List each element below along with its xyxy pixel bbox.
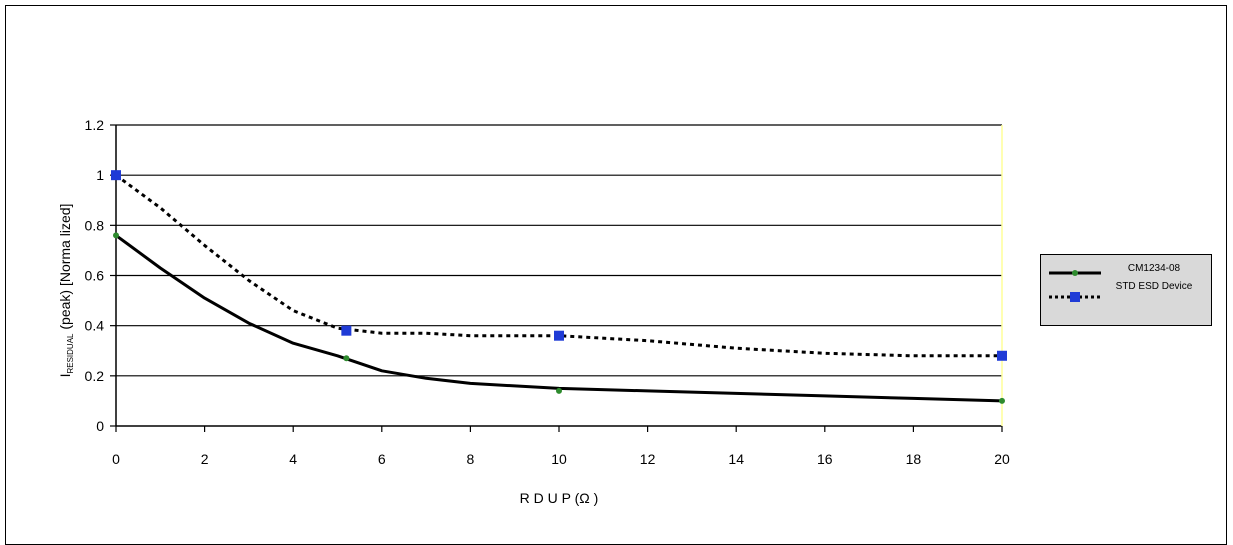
- data-point: [113, 232, 119, 239]
- data-point: [554, 330, 564, 341]
- x-tick-label: 10: [551, 451, 567, 467]
- legend-marker-blue: [1070, 292, 1080, 302]
- legend-label: STD ESD Device: [1115, 281, 1193, 292]
- legend: CM1234-08 STD ESD Device: [1040, 254, 1212, 326]
- y-tick-label: 0.6: [85, 268, 105, 284]
- data-point: [341, 325, 352, 336]
- data-point: [997, 350, 1007, 361]
- y-axis-title-main: I: [57, 374, 73, 378]
- y-tick-label: 0.2: [85, 368, 105, 384]
- legend-item-cm1234-08: CM1234-08: [1041, 261, 1213, 291]
- x-tick-label: 4: [289, 451, 297, 467]
- data-point: [999, 397, 1005, 404]
- x-tick-label: 16: [817, 451, 833, 467]
- y-tick-label: 1: [96, 167, 104, 183]
- y-tick-label: 1.2: [85, 117, 105, 133]
- series-layer: [111, 170, 1007, 404]
- x-tick-label: 18: [906, 451, 922, 467]
- x-tick-label: 2: [201, 451, 209, 467]
- y-tick-label: 0: [96, 418, 104, 434]
- gridlines: [116, 124, 1002, 377]
- series-line: [115, 234, 1003, 403]
- legend-swatch-solid: [1049, 270, 1101, 276]
- series-line: [115, 173, 1002, 358]
- data-point: [111, 170, 121, 181]
- legend-label: CM1234-08: [1127, 263, 1181, 274]
- y-axis-title-rest: (peak) [Norma lized]: [57, 204, 73, 334]
- tick-labels: 0 0.2 0.4 0.6 0.8 1 1.2 0 2 4 6 8 10 12 14 16 18 20: [85, 117, 1010, 467]
- legend-marker-green: [1072, 270, 1078, 276]
- y-axis-title-subscript: RESIDUAL: [66, 333, 75, 374]
- x-axis-title: R D U P (Ω ): [520, 490, 599, 506]
- y-tick-label: 0.4: [85, 318, 105, 334]
- x-tick-label: 0: [112, 451, 120, 467]
- x-tick-label: 8: [467, 451, 475, 467]
- legend-swatch-dotted: [1049, 292, 1101, 302]
- data-point: [556, 387, 562, 394]
- y-tick-label: 0.8: [85, 217, 105, 233]
- legend-item-std-esd-device: STD ESD Device: [1041, 281, 1213, 315]
- line-chart: 0 0.2 0.4 0.6 0.8 1 1.2 0 2 4 6 8 10 12 14 16 18 20 R D U…: [57, 117, 1010, 506]
- data-point: [343, 355, 350, 362]
- axes: [110, 124, 1003, 432]
- x-tick-label: 14: [728, 451, 744, 467]
- y-axis-title: IRESIDUAL (peak) [Norma lized]: [57, 204, 75, 378]
- x-tick-label: 12: [640, 451, 656, 467]
- x-tick-label: 6: [378, 451, 386, 467]
- x-tick-label: 20: [994, 451, 1010, 467]
